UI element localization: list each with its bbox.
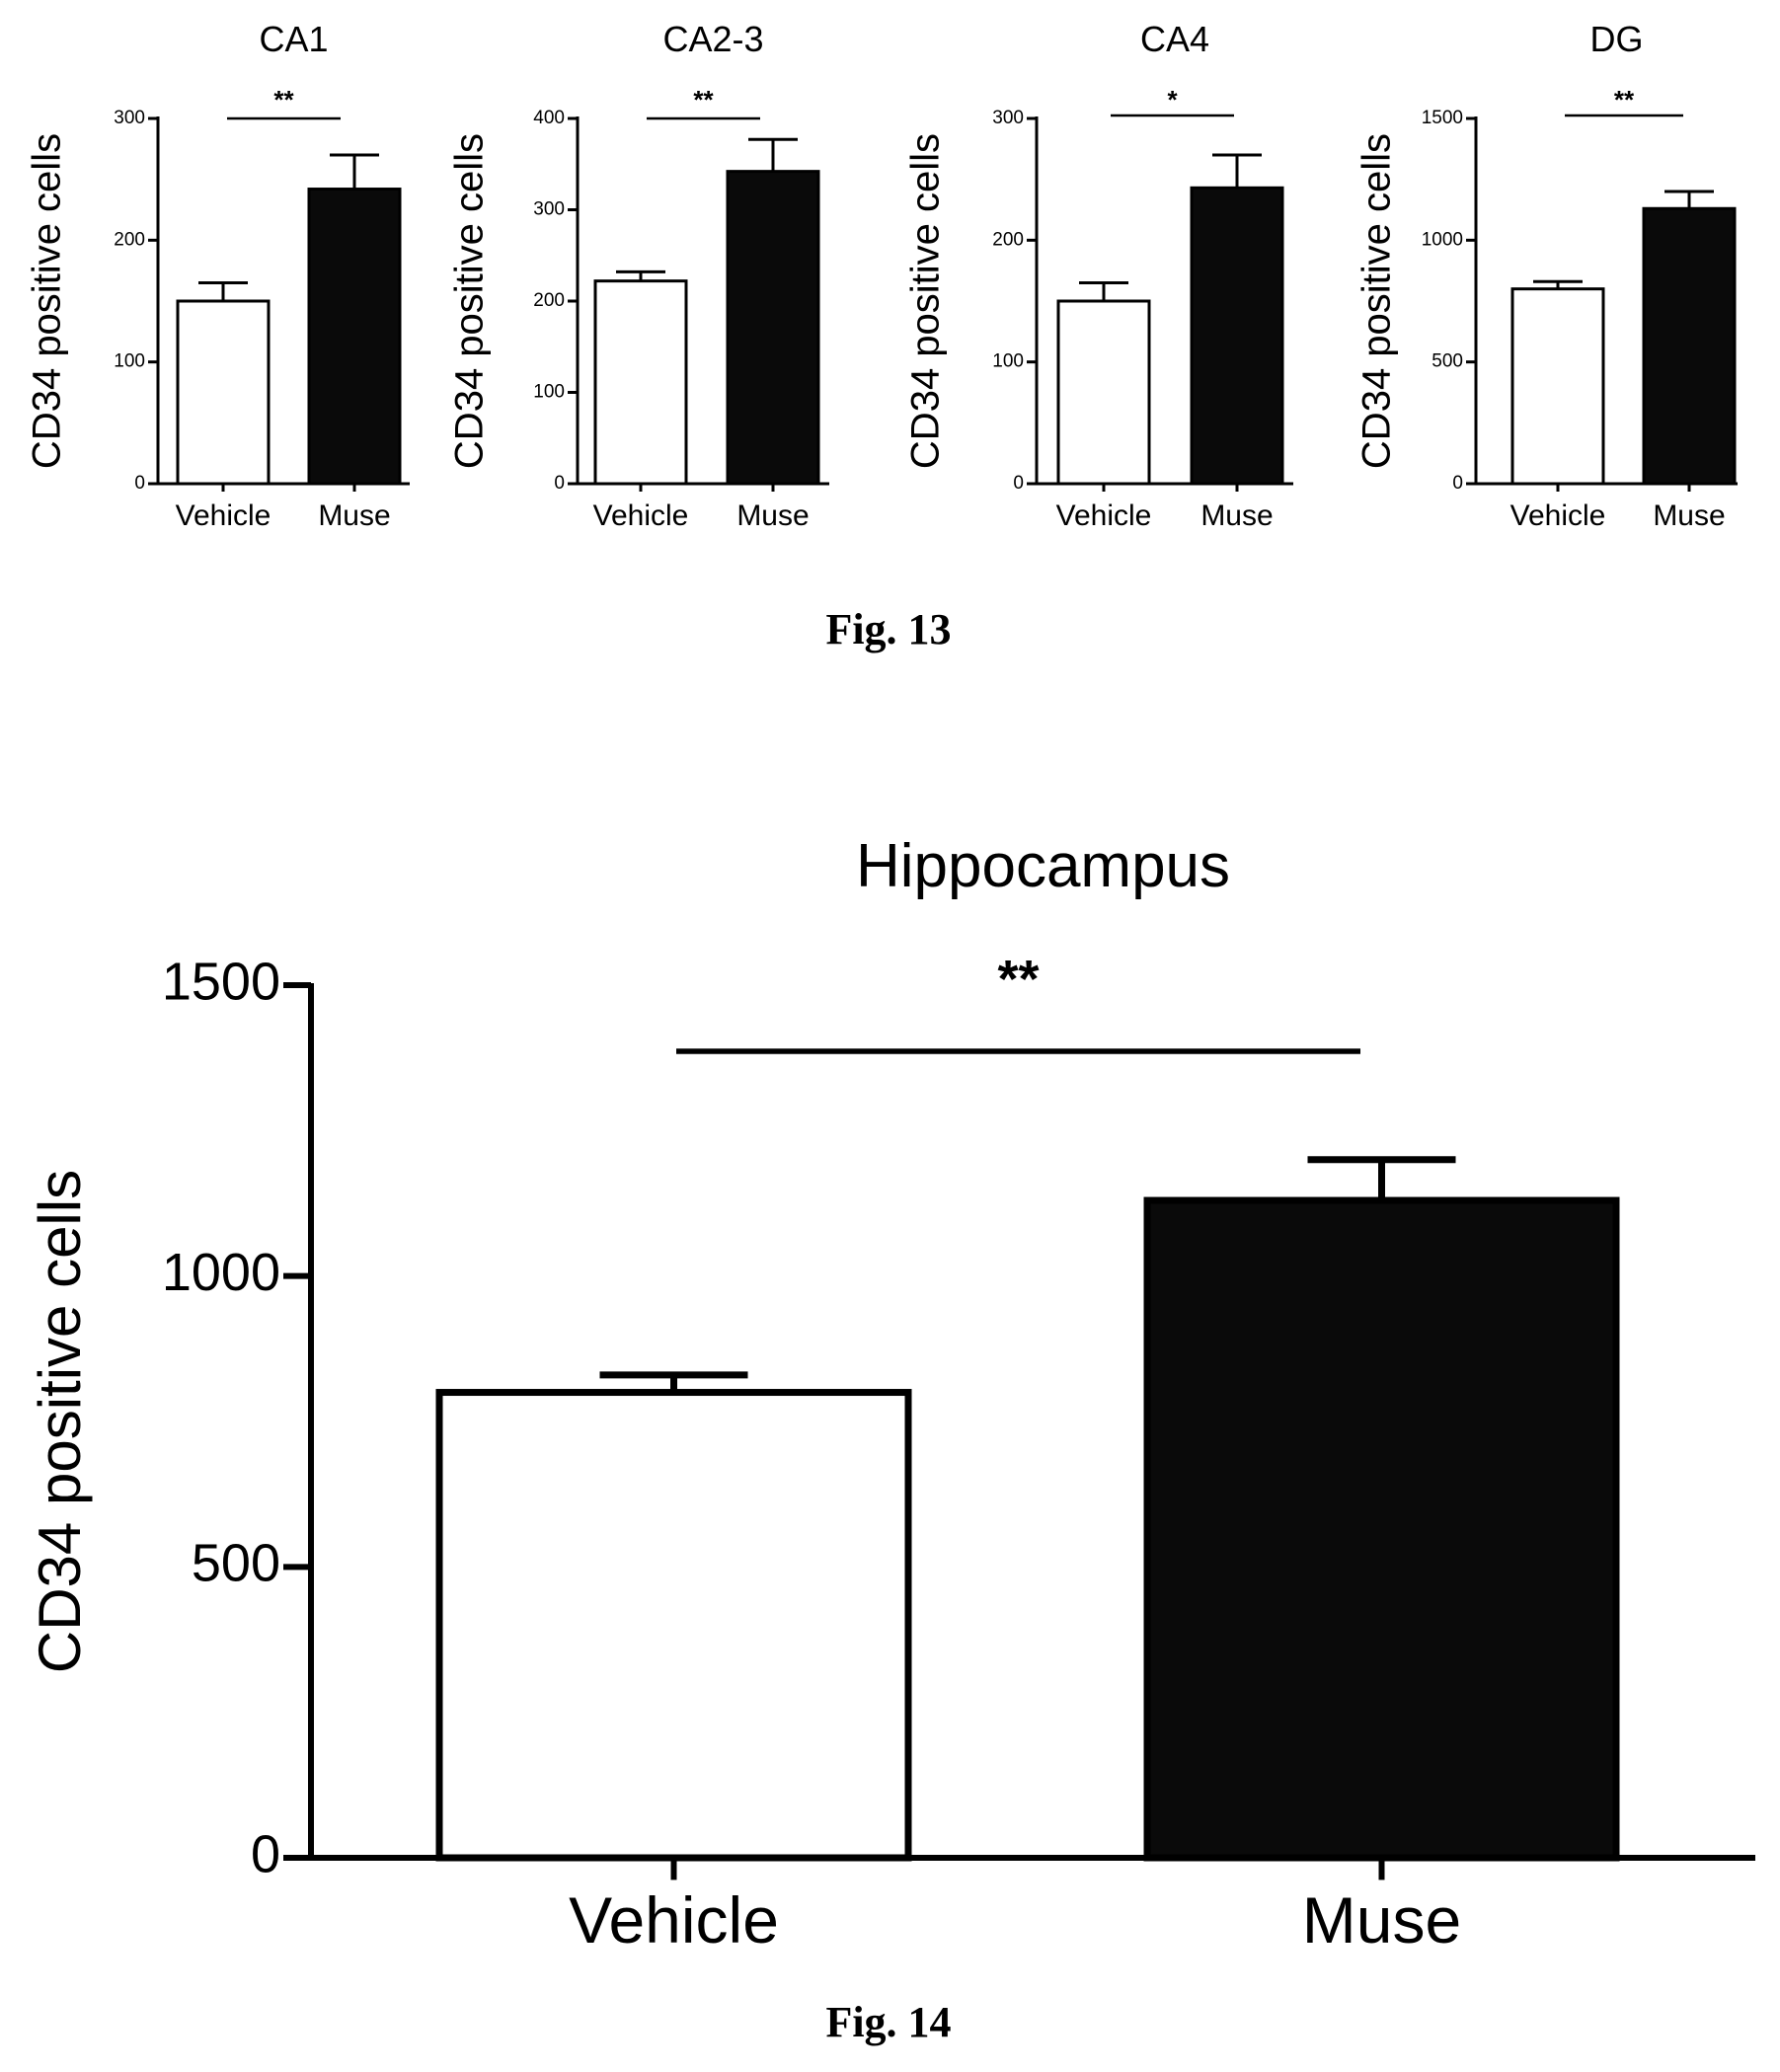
fig14-hippocampus-bar-muse: [1143, 1196, 1620, 1862]
fig13-caption: Fig. 13: [825, 605, 951, 653]
fig13-ca1-significance-label: **: [273, 85, 294, 115]
fig13-ca23-chart: CA2-3 CD34 positive cells 0 100 200 300 400 Veh…: [448, 19, 829, 532]
fig13-dg-title: DG: [1590, 19, 1644, 59]
fig13-ca23-significance-label: **: [693, 85, 714, 115]
fig13-dg-y-tick-label-1: 500: [1432, 351, 1463, 372]
fig14-hippocampus-y-tick-label-2: 1000: [162, 1243, 280, 1302]
fig13-dg-y-tick-label-0: 0: [1452, 473, 1463, 494]
fig13-ca23-y-tick-label-1: 100: [533, 382, 565, 403]
fig14-hippocampus-category-label-muse: Muse: [1302, 1883, 1461, 1957]
fig13-ca23-y-tick-label-4: 400: [533, 108, 565, 128]
fig13-ca4-chart: CA4 CD34 positive cells 0 100 200 300 Vehicle M…: [904, 19, 1293, 532]
fig13-ca23-y-tick-label-0: 0: [554, 473, 565, 494]
fig13-ca23-bar-vehicle: [593, 279, 688, 486]
fig13-ca23-title: CA2-3: [662, 19, 763, 59]
fig13-ca1-y-tick-label-1: 100: [114, 351, 145, 372]
fig13-ca4-y-tick-label-0: 0: [1013, 473, 1024, 494]
fig13-dg-chart: DG CD34 positive cells 0 500 1000 1500 Vehicle…: [1355, 19, 1738, 532]
fig13-ca23-category-label-muse: Muse: [736, 499, 809, 532]
fig13-ca4-bar-muse: [1190, 186, 1284, 486]
fig13-dg-y-tick-label-3: 1500: [1422, 108, 1463, 128]
fig14-hippocampus-title: Hippocampus: [856, 832, 1230, 900]
fig13-dg-significance-label: **: [1614, 85, 1635, 115]
fig13-dg-y-axis-label: CD34 positive cells: [1355, 133, 1399, 469]
fig13-ca1-y-tick-label-2: 200: [114, 229, 145, 250]
fig13-ca1-y-tick-label-3: 300: [114, 108, 145, 128]
fig14-hippocampus-y-tick-label-0: 0: [251, 1824, 280, 1883]
fig13-ca23-y-axis-label: CD34 positive cells: [448, 133, 492, 469]
fig13-ca1-title: CA1: [259, 19, 328, 59]
fig14-hippocampus-significance-label: **: [997, 950, 1039, 1009]
fig13-ca4-y-tick-label-3: 300: [992, 108, 1024, 128]
fig13-ca4-bar-vehicle: [1056, 299, 1151, 486]
fig13-dg-category-label-vehicle: Vehicle: [1510, 499, 1606, 532]
fig14-hippocampus-y-tick-label-1: 500: [192, 1534, 280, 1593]
fig13-ca1-y-tick-label-0: 0: [134, 473, 145, 494]
fig14-hippocampus-y-axis-label: CD34 positive cells: [27, 1170, 93, 1673]
fig13-ca1-y-axis-label: CD34 positive cells: [26, 133, 69, 469]
fig14-caption: Fig. 14: [825, 1998, 951, 2046]
fig13-ca4-y-tick-label-1: 100: [992, 351, 1024, 372]
fig13-ca4-title: CA4: [1140, 19, 1209, 59]
fig14-hippocampus-category-label-vehicle: Vehicle: [569, 1883, 779, 1957]
fig13-ca23-y-tick-label-2: 200: [533, 290, 565, 311]
fig13-ca4-y-axis-label: CD34 positive cells: [904, 133, 948, 469]
fig13-ca1-category-label-muse: Muse: [318, 499, 390, 532]
fig13-ca4-category-label-muse: Muse: [1200, 499, 1273, 532]
fig13-dg-y-tick-label-2: 1000: [1422, 229, 1463, 250]
fig13-ca4-category-label-vehicle: Vehicle: [1056, 499, 1152, 532]
fig13-ca4-y-tick-label-2: 200: [992, 229, 1024, 250]
fig13-dg-bar-vehicle: [1510, 287, 1605, 486]
fig13-ca1-chart: CA1 CD34 positive cells 0 100 200 300 Vehicle M…: [26, 19, 410, 532]
fig14-hippocampus-chart: Hippocampus CD34 positive cells 0 500 1000 15…: [27, 832, 1755, 1957]
fig13-ca23-category-label-vehicle: Vehicle: [593, 499, 689, 532]
fig13-ca1-bar-muse: [307, 188, 402, 486]
fig14-hippocampus-bar-vehicle: [435, 1389, 912, 1862]
fig13-ca4-significance-label: *: [1167, 85, 1178, 115]
fig13-dg-category-label-muse: Muse: [1653, 499, 1725, 532]
fig14-hippocampus-y-tick-label-3: 1500: [162, 952, 280, 1011]
fig13-ca1-bar-vehicle: [176, 299, 271, 486]
fig13-ca1-category-label-vehicle: Vehicle: [176, 499, 271, 532]
fig13-ca23-y-tick-label-3: 300: [533, 199, 565, 220]
fig13-ca23-bar-muse: [726, 170, 820, 486]
fig13-dg-bar-muse: [1642, 206, 1737, 486]
